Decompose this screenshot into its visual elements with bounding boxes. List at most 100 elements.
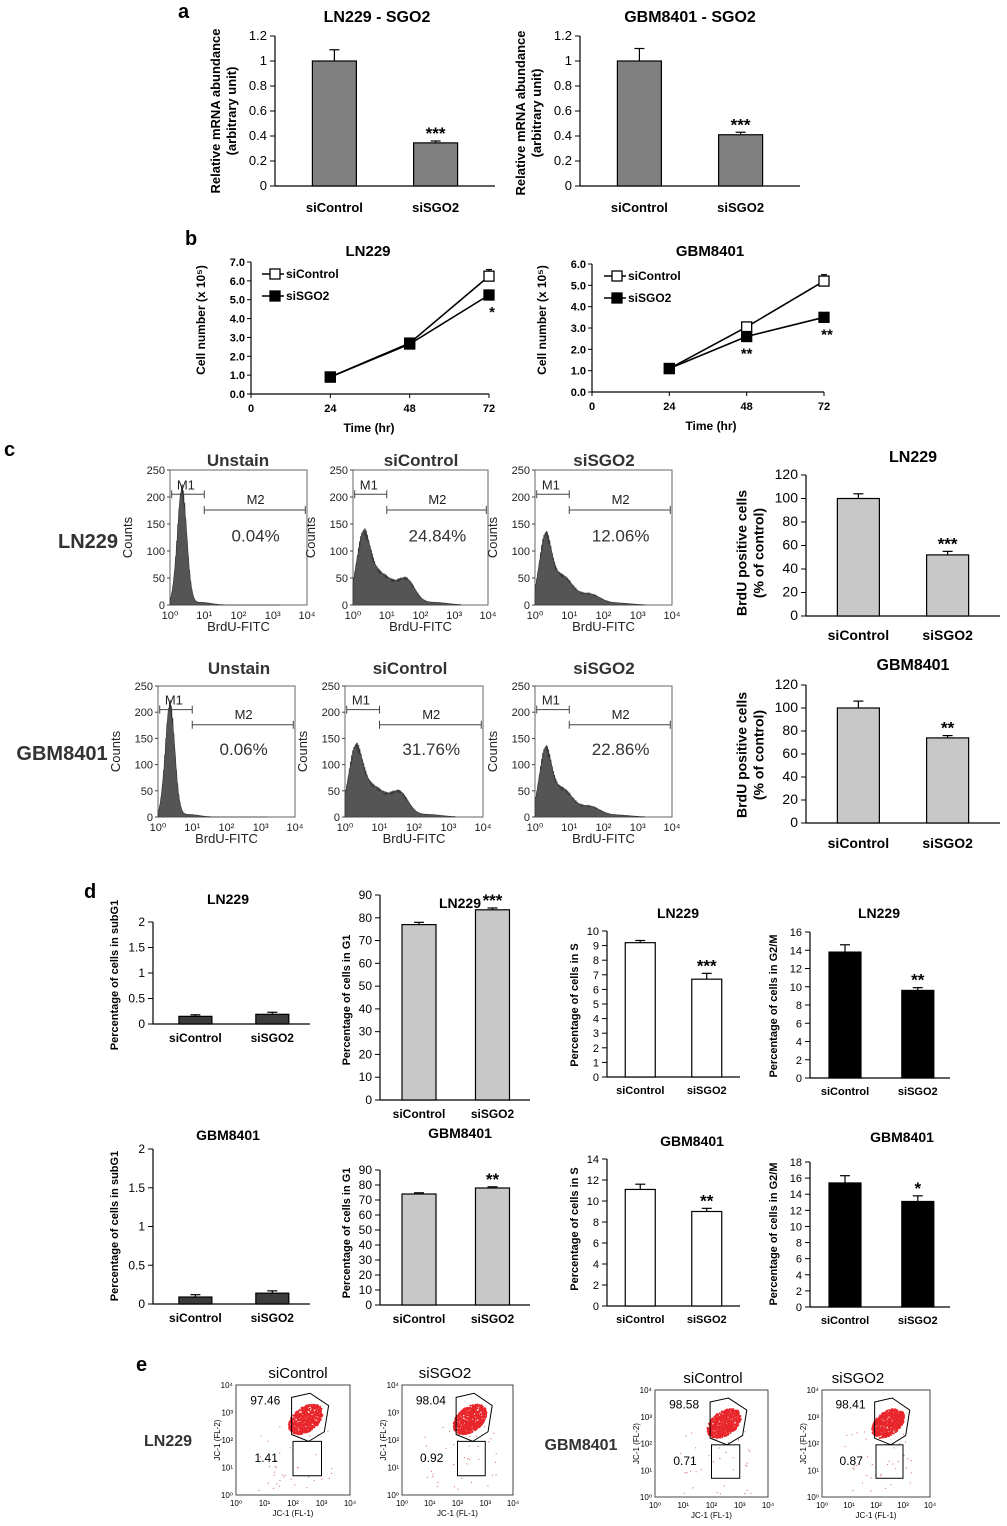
event-dot xyxy=(437,1481,439,1483)
event-dot xyxy=(898,1421,901,1423)
data-point-siControl xyxy=(741,321,753,333)
gate-upper xyxy=(455,1392,493,1442)
event-dot xyxy=(721,1424,723,1427)
data-point-siControl xyxy=(818,275,830,287)
chart-d2: LN229 0 10 20 30 40 50 60 70 80 90 Percentage of ce… xyxy=(341,888,530,1121)
x-tick-label: 10⁰ xyxy=(162,610,179,622)
y-tick-label: 100 xyxy=(775,490,799,506)
y-tick-label: 0 xyxy=(260,178,267,193)
event-dot xyxy=(464,1433,466,1435)
event-dot xyxy=(312,1409,315,1412)
event-dot xyxy=(880,1416,883,1419)
gate-m1-label: M1 xyxy=(352,693,370,708)
event-dot xyxy=(299,1416,302,1418)
event-dot xyxy=(452,1425,455,1427)
event-dot xyxy=(309,1427,312,1430)
y-tick-label: 0 xyxy=(334,812,340,824)
event-dot xyxy=(884,1422,887,1424)
event-dot xyxy=(294,1419,296,1422)
event-dot xyxy=(437,1486,439,1488)
event-dot xyxy=(695,1447,697,1449)
event-dot xyxy=(309,1410,312,1413)
event-dot xyxy=(480,1421,483,1424)
x-tick-label: 10¹ xyxy=(843,1501,855,1510)
event-dot xyxy=(279,1479,281,1482)
event-dot xyxy=(465,1426,468,1429)
event-dot xyxy=(487,1485,489,1487)
event-dot xyxy=(719,1434,722,1437)
event-dot xyxy=(733,1419,736,1422)
y-tick-label: 1 xyxy=(565,53,572,68)
y-tick-label: 7 xyxy=(593,970,599,982)
event-dot xyxy=(721,1435,724,1438)
event-dot xyxy=(308,1417,310,1420)
gate-m2-label: M2 xyxy=(422,707,440,722)
event-dot xyxy=(474,1418,477,1421)
y-tick-label: 250 xyxy=(512,465,530,477)
event-dot xyxy=(313,1423,315,1425)
event-dot xyxy=(458,1417,461,1419)
event-dot xyxy=(317,1422,320,1425)
event-dot xyxy=(304,1414,307,1417)
y-tick-label: 4 xyxy=(796,1270,802,1282)
gate-upper xyxy=(709,1397,748,1446)
event-dot xyxy=(292,1414,295,1417)
event-dot xyxy=(725,1451,727,1454)
data-point-siSGO2 xyxy=(818,311,830,323)
y-tick-label: 10⁰ xyxy=(807,1493,819,1502)
y-tick-label: 1.0 xyxy=(571,366,586,378)
y-tick-label: 10² xyxy=(387,1436,399,1445)
event-dot xyxy=(893,1422,896,1425)
event-dot xyxy=(727,1413,730,1416)
event-dot xyxy=(453,1444,455,1446)
event-dot xyxy=(905,1467,908,1469)
event-dot xyxy=(695,1471,697,1473)
legend-entry: siSGO2 xyxy=(628,291,672,305)
chart-d8: GBM8401 0 2 4 6 8 10 12 14 16 18 Percentage of cell… xyxy=(768,1129,950,1327)
gate-percent: 24.84% xyxy=(409,526,467,545)
y-tick-label: 4.0 xyxy=(571,302,586,314)
event-dot xyxy=(740,1418,742,1421)
event-dot xyxy=(477,1424,480,1427)
y-tick-label: 100 xyxy=(147,546,165,558)
event-dot xyxy=(462,1410,464,1413)
event-dot xyxy=(907,1458,909,1460)
category-label: siSGO2 xyxy=(922,835,973,851)
chart-title: GBM8401 xyxy=(870,1129,934,1145)
x-tick-label: 10³ xyxy=(446,610,462,622)
y-tick-label: 12 xyxy=(790,1205,802,1217)
event-dot xyxy=(887,1419,890,1422)
event-dot xyxy=(471,1416,474,1419)
event-dot xyxy=(477,1411,479,1413)
y-tick-label: 200 xyxy=(147,492,165,504)
event-dot xyxy=(475,1413,478,1416)
gate-m2-label: M2 xyxy=(428,492,446,507)
chart-c_h3: siSGO2 0 50 100 150 200 250 10⁰ 10¹ 10² 10³ 10⁴ BrdU… xyxy=(485,451,681,634)
event-dot xyxy=(890,1419,892,1422)
y-tick-label: 6 xyxy=(796,1018,802,1030)
event-dot xyxy=(272,1487,275,1489)
y-axis-label: JC-1 (FL-2) xyxy=(213,1419,222,1460)
event-dot xyxy=(726,1411,729,1414)
event-dot xyxy=(437,1459,439,1461)
y-tick-label: 0 xyxy=(593,1072,599,1084)
y-tick-label: 40 xyxy=(359,1002,373,1016)
event-dot xyxy=(464,1422,467,1424)
data-point-siSGO2 xyxy=(741,330,753,343)
event-dot xyxy=(708,1455,710,1457)
series-line-siSGO2 xyxy=(330,294,490,378)
event-dot xyxy=(305,1420,307,1423)
y-tick-label: 100 xyxy=(512,546,530,558)
chart-a2: GBM8401 - SGO2 0 0.2 0.4 0.6 0.8 1 1.2 Relative … xyxy=(513,9,800,215)
y-tick-label: 10⁴ xyxy=(387,1381,400,1390)
event-dot xyxy=(465,1430,467,1433)
x-axis-label: Time (hr) xyxy=(685,419,736,433)
event-dot xyxy=(750,1492,752,1494)
event-dot xyxy=(315,1417,317,1420)
event-dot xyxy=(319,1416,321,1419)
event-dot xyxy=(882,1430,884,1433)
y-tick-label: 10⁴ xyxy=(640,1386,653,1395)
event-dot xyxy=(472,1427,475,1430)
event-dot xyxy=(744,1493,746,1495)
event-dot xyxy=(887,1417,889,1419)
